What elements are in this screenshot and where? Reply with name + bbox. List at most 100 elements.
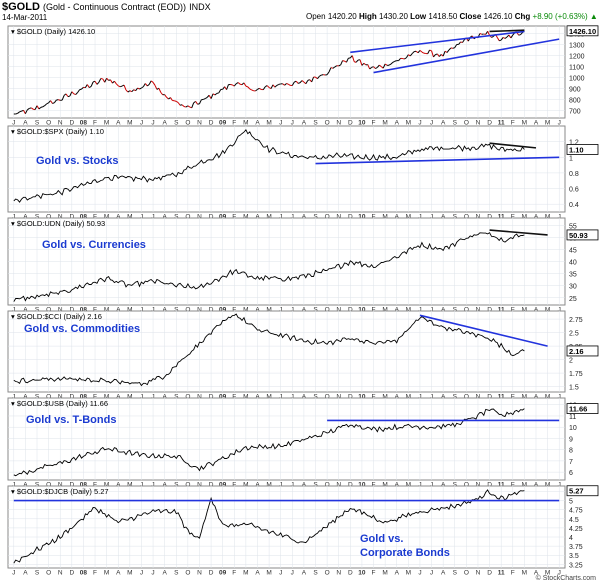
x-tick-label: M xyxy=(406,214,411,221)
high-label: High xyxy=(358,12,377,21)
x-tick-label: O xyxy=(46,570,51,577)
x-tick-label: 08 xyxy=(80,482,88,489)
gold-ohlc-bar xyxy=(392,60,396,63)
x-tick-label: J xyxy=(418,482,421,489)
trend-line xyxy=(373,38,560,74)
gold-ohlc-bar xyxy=(199,99,202,104)
last-value-box xyxy=(566,403,599,414)
gold-ohlc-bar xyxy=(65,93,69,97)
x-tick-label: A xyxy=(162,482,167,489)
x-tick-label: D xyxy=(69,482,74,489)
x-tick-label: A xyxy=(441,214,446,221)
panel-annotation: Gold vs. xyxy=(360,533,403,545)
gold-ohlc-bar xyxy=(71,91,75,95)
x-tick-label: N xyxy=(197,120,202,127)
x-tick-label: N xyxy=(58,482,63,489)
x-tick-label: J xyxy=(418,307,421,314)
x-tick-label: N xyxy=(476,482,481,489)
x-tick-label: J xyxy=(151,307,154,314)
y-tick-label: 25 xyxy=(569,296,577,303)
x-tick-label: J xyxy=(140,394,143,401)
x-tick-label: J xyxy=(558,482,561,489)
x-tick-label: S xyxy=(313,120,318,127)
x-tick-label: F xyxy=(372,214,376,221)
gold-ohlc-bar xyxy=(409,53,413,57)
gold-ohlc-bar xyxy=(346,57,349,63)
y-tick-label: 3.5 xyxy=(569,553,579,560)
panel-annotation: Gold vs. Currencies xyxy=(42,239,146,251)
chg-value: +8.90 (+0.63%) xyxy=(532,12,588,21)
y-tick-label: 8 xyxy=(569,448,573,455)
gold-ohlc-bar xyxy=(367,64,371,70)
x-tick-label: O xyxy=(46,307,51,314)
x-tick-label: J xyxy=(140,120,143,127)
y-tick-label: 55 xyxy=(569,223,577,230)
gold-ohlc-bar xyxy=(264,85,268,88)
gold-ohlc-bar xyxy=(379,64,382,67)
x-tick-label: J xyxy=(140,307,143,314)
x-tick-label: F xyxy=(372,482,376,489)
x-tick-label: J xyxy=(430,120,433,127)
x-tick-label: S xyxy=(453,394,458,401)
x-tick-label: A xyxy=(534,482,539,489)
gold-ohlc-bar xyxy=(305,80,309,84)
x-tick-label: 08 xyxy=(80,394,88,401)
x-tick-label: J xyxy=(12,394,15,401)
gold-ohlc-bar xyxy=(262,86,266,90)
y-tick-label: 6 xyxy=(569,470,573,477)
x-tick-label: J xyxy=(430,214,433,221)
x-tick-label: 10 xyxy=(358,482,366,489)
y-tick-label: 4.75 xyxy=(569,508,583,515)
gold-ohlc-bar xyxy=(29,107,32,109)
gold-ohlc-bar xyxy=(286,82,289,85)
x-tick-label: N xyxy=(336,214,341,221)
gold-ohlc-bar xyxy=(373,66,376,69)
x-tick-label: O xyxy=(46,482,51,489)
x-tick-label: J xyxy=(418,120,421,127)
x-tick-label: A xyxy=(116,482,121,489)
gold-ohlc-bar xyxy=(388,63,392,66)
x-tick-label: J xyxy=(140,482,143,489)
y-tick-label: 1.5 xyxy=(569,385,579,392)
gold-ohlc-bar xyxy=(96,81,100,85)
x-tick-label: A xyxy=(116,394,121,401)
close-label: Close xyxy=(459,12,482,21)
x-tick-label: M xyxy=(127,307,132,314)
gold-ohlc-bar xyxy=(415,50,419,54)
x-tick-label: D xyxy=(69,307,74,314)
gold-ohlc-bar xyxy=(27,108,30,111)
x-tick-label: M xyxy=(243,394,248,401)
y-tick-label: 3.25 xyxy=(569,562,583,569)
x-tick-label: O xyxy=(185,120,190,127)
x-tick-label: N xyxy=(58,394,63,401)
x-tick-label: J xyxy=(291,570,294,577)
x-tick-label: S xyxy=(174,394,179,401)
x-tick-label: A xyxy=(302,120,307,127)
y-tick-label: 9 xyxy=(569,436,573,443)
x-tick-label: J xyxy=(291,120,294,127)
x-tick-label: 09 xyxy=(219,570,227,577)
y-tick-label: 45 xyxy=(569,247,577,254)
x-tick-label: A xyxy=(23,570,28,577)
gold-ohlc-bar xyxy=(259,87,262,90)
gold-ohlc-bar xyxy=(274,85,278,88)
x-tick-label: M xyxy=(266,482,271,489)
x-tick-label: 10 xyxy=(358,120,366,127)
x-tick-label: D xyxy=(209,214,214,221)
x-tick-label: S xyxy=(313,482,318,489)
x-tick-label: N xyxy=(476,214,481,221)
x-tick-label: J xyxy=(291,394,294,401)
gold-ohlc-bar xyxy=(38,106,42,110)
x-tick-label: N xyxy=(476,307,481,314)
gold-ohlc-bar xyxy=(177,102,181,106)
y-tick-label: 5 xyxy=(569,499,573,506)
low-value: 1418.50 xyxy=(428,12,458,21)
x-tick-label: N xyxy=(336,482,341,489)
trend-line xyxy=(489,229,548,236)
panel-annotation: Gold vs. Stocks xyxy=(36,155,119,167)
x-tick-label: O xyxy=(464,570,469,577)
gold-ohlc-bar xyxy=(40,106,43,108)
gold-ohlc-bar xyxy=(135,87,138,91)
x-tick-label: D xyxy=(348,214,353,221)
